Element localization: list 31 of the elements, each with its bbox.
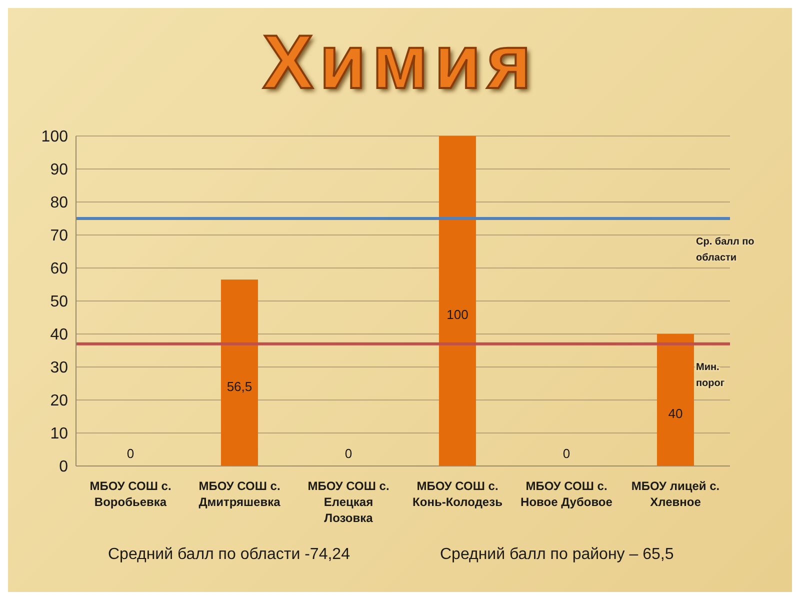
y-tick-label: 70 [50,228,68,245]
ref-line-label: Мин. порог [696,362,725,389]
data-label: 56,5 [226,378,252,394]
y-tick-label: 30 [50,360,68,377]
y-tick-label: 40 [50,326,68,344]
x-tick-label: МБОУ СОШ с. Елецкая Лозовка [308,479,390,525]
bar [220,280,258,466]
y-tick-label: 90 [50,162,68,179]
y-tick-label: 20 [50,392,68,410]
ref-line-label: Ср. балл по области [696,236,754,264]
data-label: 100 [446,307,468,322]
data-label: 40 [668,406,683,421]
bar [438,136,476,466]
y-tick-label: 10 [50,426,68,443]
y-tick-label: 100 [41,128,68,146]
text: Средний балл по области -74,24 [108,546,350,564]
chart-title: Химия [262,19,538,107]
data-label: 0 [344,446,352,461]
text: Средний балл по району – 65,5 [440,546,674,564]
x-tick-label: МБОУ СОШ с. Новое Дубовое [520,479,613,509]
y-tick-label: 0 [59,458,68,476]
x-tick-label: МБОУ СОШ с. Конь-Колодезь [412,479,502,509]
data-label: 0 [126,446,134,461]
x-tick-label: МБОУ СОШ с. Дмитряшевка [198,479,281,509]
y-tick-label: 80 [50,194,68,212]
y-tick-label: 60 [50,260,68,278]
x-tick-label: МБОУ лицей с. Хлевное [631,479,720,509]
data-label: 0 [562,446,570,461]
bar [656,334,694,466]
y-tick-label: 50 [50,294,68,311]
x-tick-label: МБОУ СОШ с. Воробьевка [90,479,172,509]
